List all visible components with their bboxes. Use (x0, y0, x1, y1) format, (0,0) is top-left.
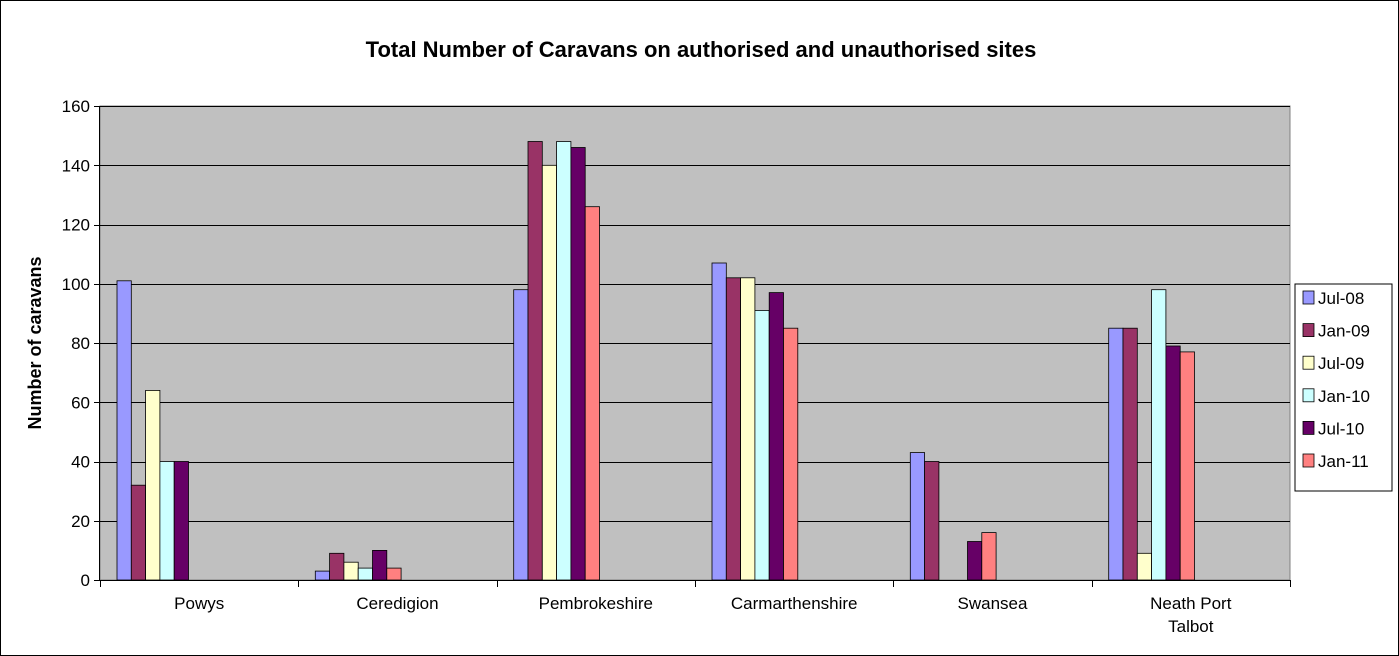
bar-jan-11-neath-port-talbot (1179, 351, 1195, 581)
gridlines (100, 106, 1290, 522)
category-label: Powys (174, 594, 224, 613)
legend-label: Jan-11 (1318, 452, 1369, 471)
y-tick-label: 100 (62, 275, 90, 294)
bar-jul-10-powys (173, 461, 189, 581)
bar-jul-10-neath-port-talbot (1165, 345, 1181, 581)
category-labels: Powys Ceredigion Pembrokeshire Carmarthensh… (174, 594, 1232, 636)
bar-jan-09-pembrokeshire (527, 141, 543, 581)
bar-jan-11-swansea (981, 532, 997, 581)
bar-jul-08-ceredigion (314, 570, 330, 581)
bar-jan-10-powys (159, 461, 175, 581)
chart-title: Total Number of Caravans on authorised a… (366, 37, 1037, 62)
legend-label: Jan-10 (1318, 387, 1370, 406)
category-label: Swansea (958, 594, 1028, 613)
bar-jul-08-swansea (909, 452, 925, 581)
category-label: Ceredigion (356, 594, 438, 613)
legend-swatch (1302, 323, 1315, 338)
bar-jan-10-neath-port-talbot (1151, 289, 1167, 581)
y-tick-label: 140 (62, 156, 90, 175)
bar-jul-09-pembrokeshire (541, 164, 557, 581)
bar-jan-10-pembrokeshire (556, 141, 572, 581)
legend-swatch (1302, 420, 1315, 435)
y-tick-label: 60 (71, 393, 90, 412)
y-tick-label: 0 (81, 571, 90, 590)
bar-jan-09-carmarthenshire (725, 277, 741, 581)
y-axis-label: Number of caravans (25, 256, 45, 429)
legend-swatch (1302, 290, 1315, 305)
bar-jan-11-ceredigion (386, 567, 402, 581)
y-tick-labels: 0 20 40 60 80 100 120 140 160 (62, 97, 90, 590)
bar-jul-08-carmarthenshire (711, 262, 727, 581)
bar-jan-11-carmarthenshire (783, 327, 799, 581)
legend-label: Jul-10 (1318, 419, 1364, 438)
bar-jan-09-swansea (924, 461, 940, 581)
bar-jul-08-powys (116, 280, 132, 581)
legend: Jul-08 Jan-09 Jul-09 Jan-10 Jul-10 Jan-11 (1294, 283, 1393, 492)
category-label: Carmarthenshire (731, 594, 858, 613)
bars-group (116, 141, 1195, 581)
bar-jul-09-neath-port-talbot (1136, 552, 1153, 581)
bar-jul-10-ceredigion (372, 550, 388, 581)
y-tick-label: 20 (71, 512, 90, 531)
legend-label: Jan-09 (1318, 322, 1370, 341)
y-tick-label: 40 (71, 453, 90, 472)
bar-jan-09-powys (130, 484, 147, 581)
legend-swatch (1302, 453, 1315, 468)
legend-swatch (1302, 355, 1315, 370)
y-tick-label: 120 (62, 216, 90, 235)
bar-jan-11-pembrokeshire (584, 206, 600, 581)
bar-jan-10-ceredigion (357, 567, 373, 581)
bar-jul-10-pembrokeshire (570, 147, 586, 581)
y-tick-label: 160 (62, 97, 90, 116)
y-tick-label: 80 (71, 334, 90, 353)
legend-label: Jul-09 (1318, 354, 1364, 373)
bar-jan-09-neath-port-talbot (1122, 327, 1138, 581)
axes (94, 106, 1291, 587)
category-label: Neath Port Talbot (1150, 594, 1232, 636)
bar-jul-09-carmarthenshire (740, 277, 756, 581)
bar-jul-10-carmarthenshire (768, 292, 784, 581)
bar-jul-09-ceredigion (343, 561, 359, 581)
legend-label: Jul-08 (1318, 289, 1364, 308)
bar-jan-10-carmarthenshire (754, 309, 770, 581)
legend-swatch (1302, 388, 1315, 403)
legend-box (1294, 283, 1393, 492)
category-label: Pembrokeshire (539, 594, 653, 613)
bar-jul-08-pembrokeshire (513, 289, 529, 581)
bar-jul-10-swansea (967, 541, 983, 581)
bar-jul-09-powys (145, 389, 161, 581)
bar-jan-09-ceredigion (329, 552, 345, 581)
bar-jul-08-neath-port-talbot (1108, 327, 1124, 581)
